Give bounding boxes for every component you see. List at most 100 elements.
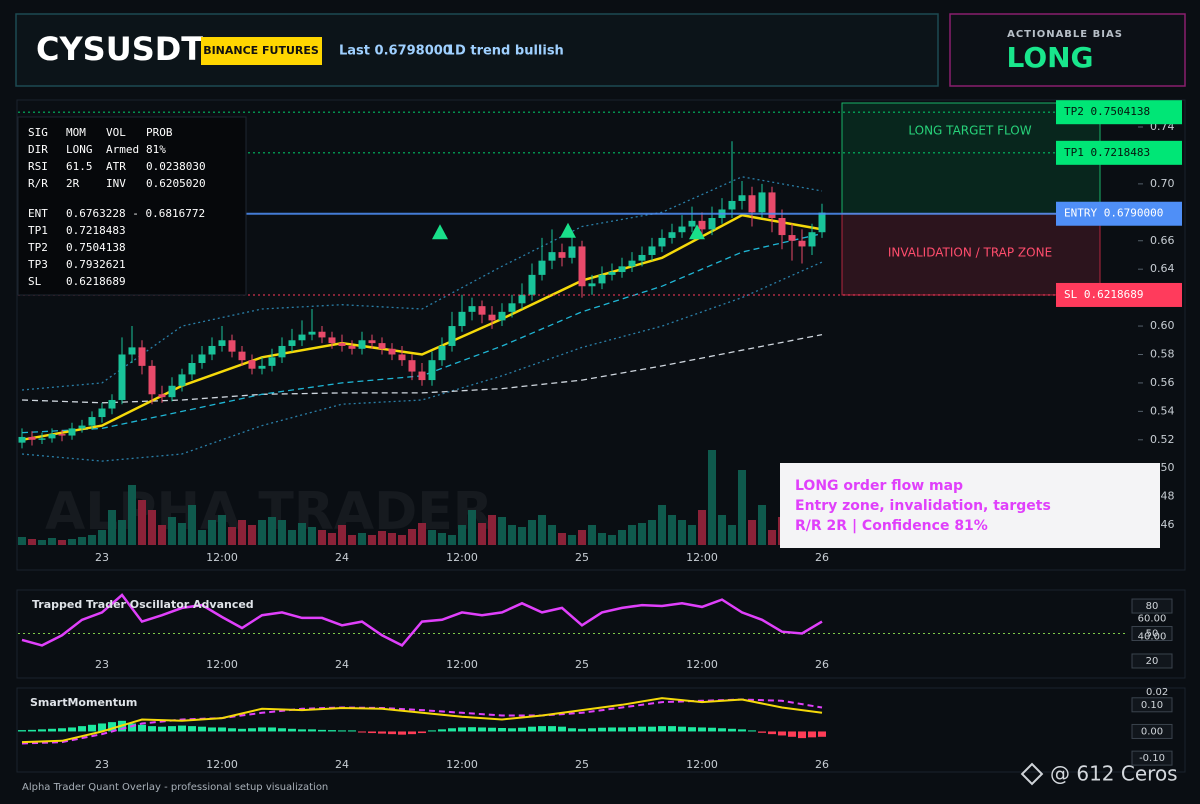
x-tick-label: 12:00: [206, 551, 238, 564]
indicator-line: [21, 213, 823, 442]
candle-body: [798, 240, 806, 247]
volume-bar: [598, 533, 606, 545]
bias-box: [949, 13, 1186, 87]
x-tick-label: 12:00: [206, 658, 238, 671]
info-level: 0.7218483: [66, 224, 126, 237]
histogram-bar: [578, 728, 586, 732]
candle-body: [608, 272, 616, 275]
level-label: TP1 0.7218483: [1064, 146, 1150, 159]
tick-box: [1131, 653, 1173, 669]
level-label: TP2 0.7504138: [1064, 105, 1150, 118]
volume-bar: [728, 525, 736, 545]
note-line: R/R 2R | Confidence 81%: [795, 518, 988, 534]
y-tick-label: 40.00: [1138, 632, 1167, 643]
histogram-bar: [398, 731, 406, 735]
histogram-bar: [98, 723, 106, 732]
x-tick-label: 24: [335, 658, 349, 671]
candle-body: [438, 345, 446, 361]
info-level: TP2: [28, 241, 48, 254]
volume-bar: [228, 527, 236, 545]
candle-body: [58, 434, 66, 436]
histogram-bar: [648, 726, 656, 732]
bias-label: ACTIONABLE BIAS: [1007, 29, 1123, 40]
histogram-bar: [268, 727, 276, 732]
candle-body: [748, 195, 756, 213]
volume-bar: [48, 538, 56, 545]
candle-body: [768, 192, 776, 219]
y-tick-label: 50: [1146, 629, 1159, 640]
histogram-bar: [378, 731, 386, 734]
volume-bar: [608, 535, 616, 545]
volume-bar: [308, 527, 316, 545]
histogram-bar: [608, 727, 616, 732]
histogram-bar: [748, 730, 756, 732]
volume-bar: [198, 530, 206, 545]
info-cell: 0.6205020: [146, 177, 206, 190]
info-cell: SIG: [28, 126, 48, 139]
histogram-bar: [308, 729, 316, 732]
histogram-bar: [138, 724, 146, 732]
volume-bar: [588, 525, 596, 545]
exchange: BINANCE FUTURES: [203, 44, 319, 57]
candle-body: [288, 340, 296, 346]
info-level: TP3: [28, 258, 48, 271]
volume-bar: [518, 527, 526, 545]
info-cell: RSI: [28, 160, 48, 173]
volume-bar: [418, 523, 426, 545]
candle-body: [528, 274, 536, 295]
candle-body: [158, 394, 166, 398]
x-tick-label: 12:00: [446, 551, 478, 564]
volume-bar: [428, 530, 436, 545]
candle-body: [98, 408, 106, 418]
volume-bar: [178, 523, 186, 545]
tick-box: [1131, 723, 1173, 739]
symbol: CYSUSDT: [36, 30, 203, 68]
candle-body: [28, 436, 36, 440]
candle-body: [338, 343, 346, 346]
exchange-badge: [201, 37, 322, 65]
candle-body: [298, 334, 306, 341]
momentum-chart: SmartMomentum 0.02 0.10 0.00 -0.10 23 12:00 24 1…: [18, 687, 1173, 771]
histogram-bar: [198, 726, 206, 732]
y-tick-label: 0.58: [1150, 347, 1175, 360]
candle-body: [178, 374, 186, 386]
volume-bar: [218, 515, 226, 545]
credit-icon: [1020, 762, 1044, 786]
histogram-bar: [218, 727, 226, 732]
candle-body: [88, 417, 96, 426]
tick-box: [1131, 598, 1173, 614]
y-tick-label: 0.70: [1150, 177, 1175, 190]
histogram-bar: [788, 731, 796, 737]
candle-body: [168, 385, 176, 398]
volume-bar: [278, 520, 286, 545]
candle-body: [628, 260, 636, 267]
volume-bar: [398, 535, 406, 545]
zone-label: INVALIDATION / TRAP ZONE: [888, 246, 1052, 260]
tick-box: [1131, 626, 1173, 642]
volume-bar: [28, 539, 36, 545]
panel-title: SmartMomentum: [30, 696, 137, 709]
oscillator-line: [21, 593, 823, 647]
volume-bar: [448, 535, 456, 545]
candle-body: [408, 360, 416, 372]
histogram-bar: [408, 731, 416, 735]
histogram-bar: [428, 730, 436, 732]
volume-bar: [758, 505, 766, 545]
histogram-bar: [538, 726, 546, 732]
histogram-bar: [438, 729, 446, 732]
candle-body: [688, 220, 696, 227]
level-label: ENTRY 0.6790000: [1064, 207, 1163, 220]
volume-bar: [578, 530, 586, 545]
histogram-bar: [338, 730, 346, 732]
histogram-bar: [718, 728, 726, 732]
volume-bar: [748, 520, 756, 545]
candle-body: [728, 200, 736, 210]
info-level: ENT: [28, 207, 48, 220]
candle-body: [48, 434, 56, 439]
volume-bar: [368, 535, 376, 545]
panel-title: Trapped Trader Oscillator Advanced: [32, 598, 254, 611]
info-cell: Armed: [106, 143, 139, 156]
histogram-bar: [228, 728, 236, 732]
volume-bar: [328, 533, 336, 545]
